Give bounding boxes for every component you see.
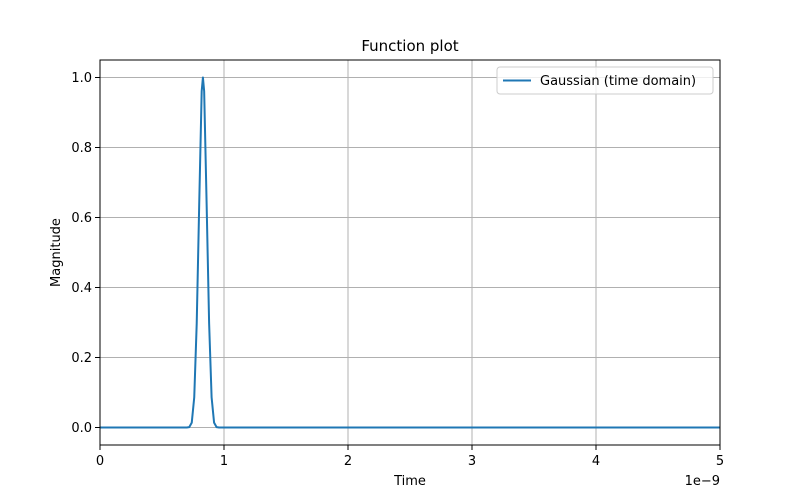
x-tick-label: 1	[220, 454, 228, 469]
legend: Gaussian (time domain)	[496, 66, 714, 95]
series-line-gaussian	[100, 76, 720, 429]
y-tick-label: 0.6	[71, 211, 92, 226]
x-axis-offset-label: 1e−9	[685, 474, 720, 489]
legend-box	[496, 66, 714, 95]
x-tick-label: 3	[468, 454, 476, 469]
y-tick-label: 0.2	[71, 351, 92, 366]
x-tick-label: 0	[96, 454, 104, 469]
y-tick-label: 0.4	[71, 281, 92, 296]
y-tick-label: 1.0	[71, 71, 92, 86]
axes-frame	[99, 59, 721, 446]
chart-title: Function plot	[361, 37, 458, 55]
x-tick-label: 4	[592, 454, 600, 469]
grid-lines	[99, 60, 721, 445]
y-tick-label: 0.8	[71, 141, 92, 156]
y-tick-label: 0.0	[71, 421, 92, 436]
legend-label-gaussian: Gaussian (time domain)	[540, 74, 696, 89]
x-tick-label: 5	[716, 454, 724, 469]
y-axis-label: Magnitude	[49, 218, 64, 287]
ticks: 0 1 2 3 4 5 0.0 0.2 0.4 0.6 0.8 1.0	[71, 71, 724, 469]
x-tick-label: 2	[344, 454, 352, 469]
series-layer	[100, 76, 720, 429]
x-axis-label: Time	[393, 474, 426, 489]
